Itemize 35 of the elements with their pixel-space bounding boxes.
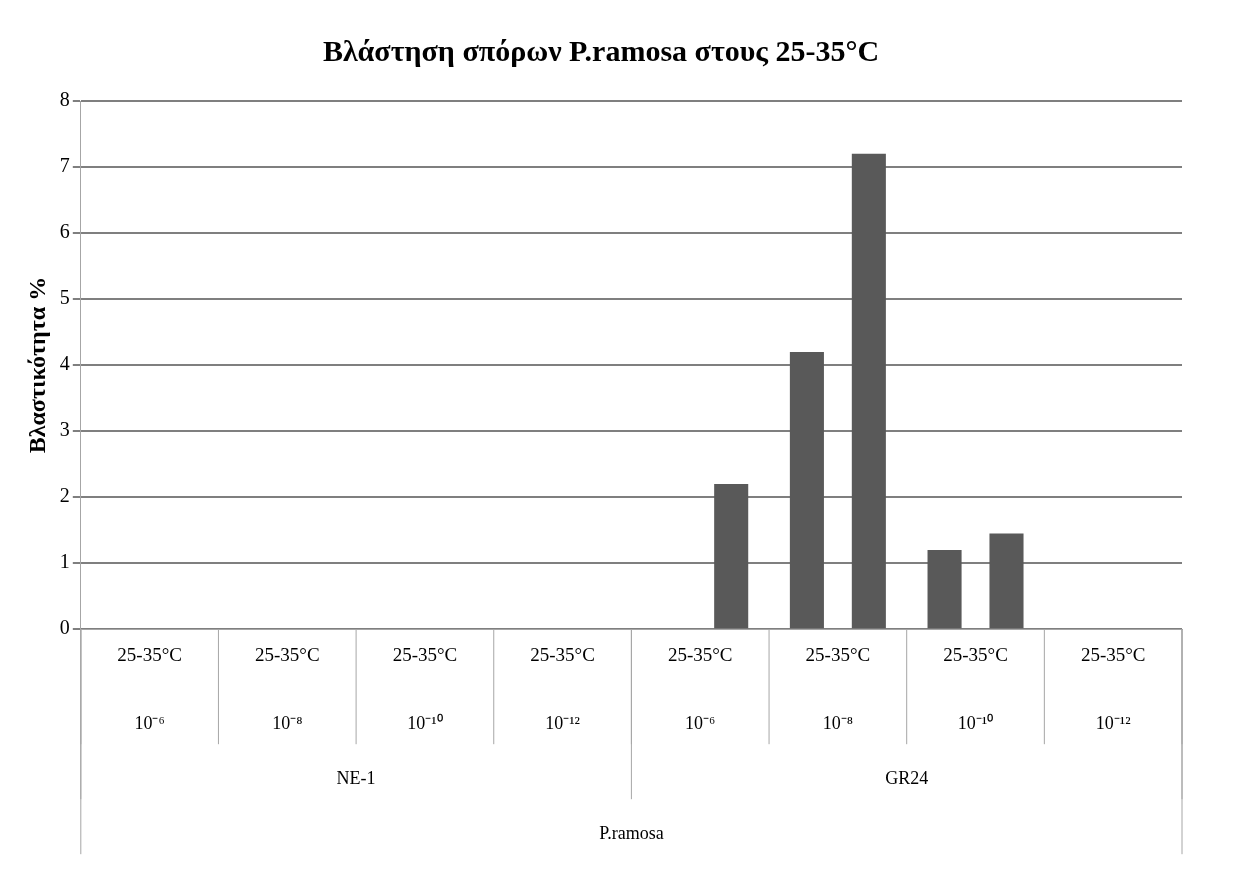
x-tick-label: 25-35°C — [1080, 643, 1146, 665]
text: 10⁻¹² — [545, 712, 580, 733]
chart-title: Βλάστηση σπόρων P.ramosa στους 25-35°C — [322, 33, 880, 67]
bar — [714, 483, 749, 629]
bar — [789, 351, 824, 629]
y-tick-label: 7 — [59, 154, 70, 177]
text: 10⁻⁸ — [822, 712, 854, 733]
text: NE-1 — [336, 767, 376, 788]
x-tick-label: 25-35°C — [805, 643, 871, 665]
x-tick-label: 25-35°C — [667, 643, 733, 665]
x-tick-label: 25-35°C — [392, 643, 458, 665]
y-tick-label: 6 — [59, 220, 70, 243]
text: GR24 — [885, 767, 929, 788]
y-axis-title: Βλαστικότητα % — [23, 276, 50, 454]
y-tick-label: 3 — [59, 418, 70, 441]
y-tick-label: 5 — [59, 286, 70, 309]
y-tick-label: 4 — [59, 352, 70, 375]
text: 10⁻⁶ — [685, 712, 716, 733]
text: 10⁻¹⁰ — [407, 712, 443, 733]
y-tick-label: 2 — [59, 484, 70, 507]
x-tick-label: 25-35°C — [117, 643, 182, 665]
text: 10⁻¹² — [1095, 712, 1131, 733]
text: 10⁻⁶ — [134, 712, 165, 733]
text: P.ramosa — [599, 822, 664, 843]
bar — [927, 549, 962, 629]
text: 10⁻⁸ — [272, 712, 303, 733]
x-tick-label: 25-35°C — [943, 643, 1008, 665]
text: 10⁻¹⁰ — [957, 712, 994, 733]
x-tick-label: 25-35°C — [530, 643, 595, 665]
bar — [989, 533, 1024, 629]
y-tick-label: 0 — [59, 616, 70, 639]
bar — [851, 153, 886, 629]
x-tick-label: 25-35°C — [254, 643, 320, 665]
y-tick-label: 1 — [59, 550, 70, 573]
y-tick-label: 8 — [59, 88, 70, 111]
